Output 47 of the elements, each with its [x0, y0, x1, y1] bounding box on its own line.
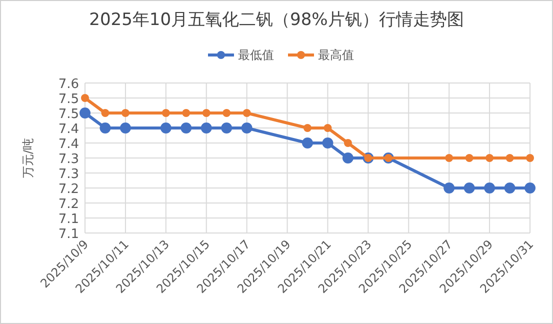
point [81, 94, 89, 102]
point [464, 182, 475, 194]
point [526, 154, 534, 162]
point [101, 109, 110, 117]
point [180, 122, 192, 134]
point [221, 122, 232, 134]
point [504, 182, 516, 194]
point [302, 138, 313, 148]
point [445, 154, 454, 162]
y-tick-label: 7.2 [58, 182, 79, 197]
y-tick-label: 7.4 [58, 122, 79, 137]
point [342, 152, 354, 164]
point [182, 109, 190, 117]
point [304, 124, 312, 132]
point [322, 138, 334, 148]
point [121, 109, 130, 117]
point [222, 109, 231, 117]
point [486, 154, 494, 162]
point [506, 154, 514, 162]
point [324, 124, 332, 132]
point [465, 154, 474, 162]
point [344, 139, 352, 147]
point [100, 122, 111, 134]
y-tick-label: 7.2 [58, 197, 79, 212]
point [80, 108, 90, 118]
y-tick-label: 7.1 [58, 212, 79, 227]
point [241, 122, 252, 134]
point [484, 182, 496, 194]
point [162, 109, 170, 117]
legend-label: 最低值 [238, 48, 274, 62]
point [160, 122, 172, 134]
y-tick-label: 7.3 [58, 167, 79, 182]
y-tick-label: 7.4 [58, 137, 79, 152]
point [242, 109, 251, 117]
y-tick-label: 7.5 [58, 107, 79, 122]
chart-title: 2025年10月五氧化二钒（98%片钒）行情走势图 [89, 10, 464, 30]
y-tick-label: 7.3 [58, 152, 79, 167]
point [200, 122, 212, 134]
y-tick-label: 7.5 [58, 92, 79, 107]
point [524, 182, 536, 194]
y-axis-title: 万元/吨 [21, 138, 35, 178]
y-tick-label: 7.6 [58, 77, 79, 92]
y-tick-label: 7.1 [58, 227, 79, 242]
legend-label: 最高值 [318, 48, 354, 62]
point [444, 182, 455, 194]
point [120, 122, 131, 134]
point [202, 109, 210, 117]
